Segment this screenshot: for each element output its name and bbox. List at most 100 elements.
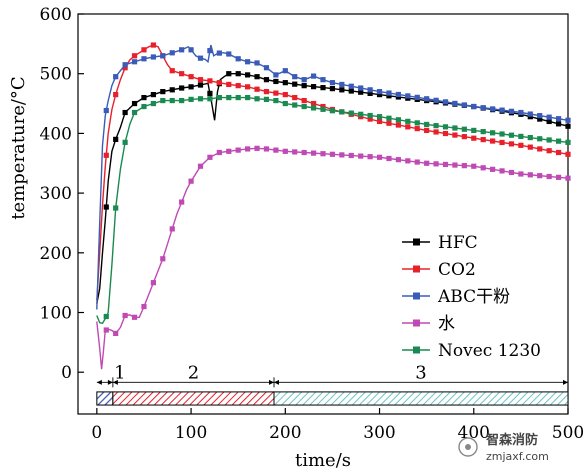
data-point <box>395 117 401 123</box>
data-point <box>386 120 392 126</box>
legend-swatch-marker <box>413 292 420 300</box>
y-tick-label: 0 <box>61 363 72 383</box>
legend-swatch-marker <box>413 319 420 327</box>
series-1 <box>96 71 571 304</box>
data-point <box>141 303 147 310</box>
y-axis-label: temperature/°C <box>8 76 29 219</box>
data-point <box>216 149 222 156</box>
data-point <box>301 97 307 104</box>
data-point <box>348 152 354 159</box>
data-point <box>150 42 156 48</box>
data-point <box>273 147 279 153</box>
data-point <box>367 87 373 93</box>
data-point <box>490 106 496 112</box>
data-point <box>490 166 496 172</box>
y-tick-label: 100 <box>40 304 72 324</box>
data-point <box>442 161 449 168</box>
data-point <box>254 145 260 151</box>
data-point <box>424 96 430 102</box>
data-point <box>546 118 552 125</box>
data-point <box>245 59 251 65</box>
data-point <box>169 87 175 93</box>
x-tick-label: 100 <box>175 423 207 443</box>
y-tick-label: 400 <box>40 124 72 144</box>
data-point <box>376 114 383 120</box>
watermark-line1: 智森消防 <box>486 432 538 448</box>
phase-bar-1 <box>96 391 114 406</box>
data-point <box>131 100 138 107</box>
data-point <box>320 103 326 110</box>
data-point <box>480 105 486 111</box>
data-point <box>508 108 515 114</box>
data-point <box>546 148 552 154</box>
data-point <box>527 111 533 117</box>
legend-swatch-marker <box>413 346 420 354</box>
data-point <box>461 102 467 108</box>
data-point <box>169 226 175 232</box>
data-point <box>282 100 288 107</box>
x-tick-label: 300 <box>363 423 395 443</box>
data-point <box>197 77 204 83</box>
data-point <box>235 71 241 77</box>
data-point <box>499 139 505 146</box>
data-point <box>122 312 128 319</box>
data-point <box>113 136 119 142</box>
data-point <box>565 175 571 181</box>
data-point <box>527 114 533 120</box>
data-point <box>339 152 345 158</box>
x-axis-ticks: 0 100 200 300 400 500 <box>91 408 584 443</box>
data-point <box>150 100 156 107</box>
data-point <box>160 89 166 95</box>
data-point <box>292 149 298 155</box>
data-point <box>376 91 383 98</box>
legend-label: 水 <box>438 314 455 334</box>
data-point <box>329 80 336 86</box>
x-tick-label: 0 <box>91 423 102 443</box>
data-point <box>433 97 439 103</box>
data-point <box>471 135 477 141</box>
x-tick-label: 500 <box>552 423 584 443</box>
series-line <box>96 147 569 370</box>
data-point <box>113 330 119 337</box>
data-point <box>292 74 298 80</box>
legend-label: HFC <box>438 233 478 253</box>
data-point <box>555 174 562 180</box>
data-point <box>169 68 175 74</box>
data-point <box>131 59 138 65</box>
data-point <box>160 53 166 59</box>
phase-bars <box>96 391 569 406</box>
data-point <box>358 153 364 159</box>
data-point <box>282 68 288 74</box>
data-point <box>207 48 213 54</box>
data-point <box>386 93 392 99</box>
data-point <box>452 125 458 131</box>
legend-item-5: Novec 1230 <box>402 341 541 361</box>
data-point <box>235 83 241 89</box>
data-point <box>188 47 194 53</box>
data-point <box>226 94 232 101</box>
legend-item-2: CO2 <box>402 260 476 280</box>
data-point <box>301 83 307 89</box>
data-point <box>329 108 336 114</box>
data-point <box>207 90 213 97</box>
data-point <box>405 158 411 164</box>
data-point <box>103 204 109 210</box>
data-point <box>565 123 571 129</box>
data-point <box>367 116 373 122</box>
data-point <box>367 112 373 119</box>
data-point <box>499 107 505 113</box>
legend-item-3: ABC干粉 <box>402 287 510 307</box>
data-point <box>131 314 138 320</box>
data-point <box>442 99 449 105</box>
data-point <box>301 149 307 156</box>
data-point <box>122 65 128 71</box>
data-point <box>179 85 185 91</box>
phase-bar-2 <box>112 391 275 406</box>
data-point <box>508 132 515 138</box>
data-point <box>292 81 298 87</box>
data-point <box>320 77 326 83</box>
data-point <box>555 116 562 122</box>
data-point <box>386 155 392 162</box>
data-point <box>480 137 486 143</box>
data-point <box>490 138 496 144</box>
